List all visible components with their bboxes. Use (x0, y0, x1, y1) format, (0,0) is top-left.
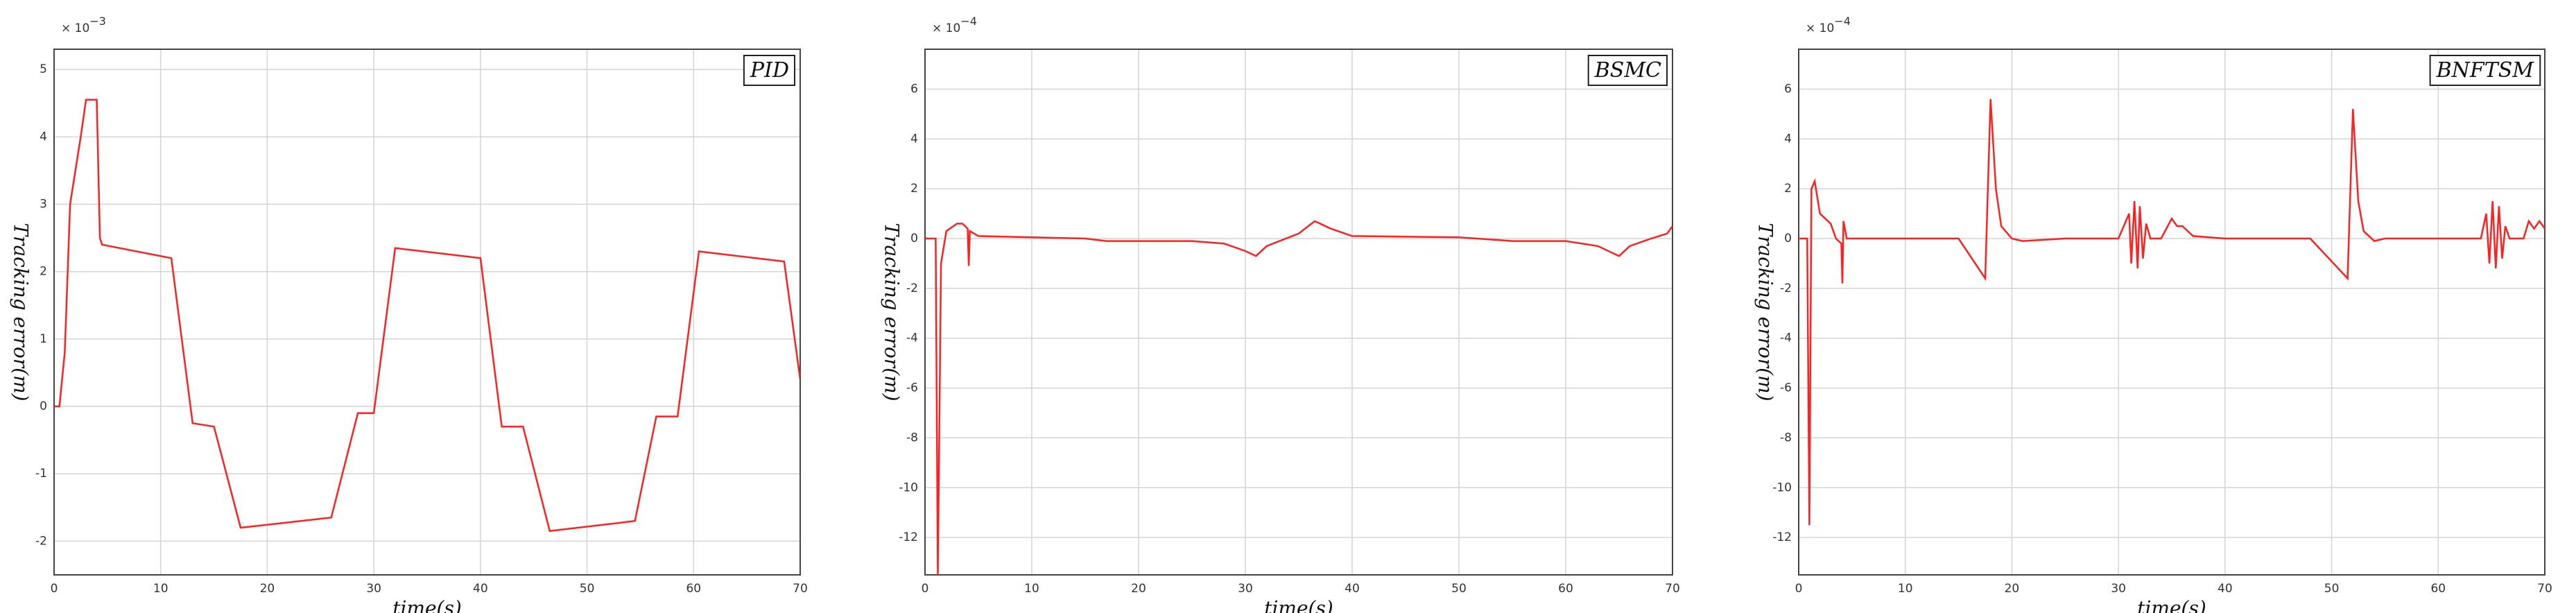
title-box (1587, 55, 1668, 86)
data-line (54, 98, 800, 533)
chart-title: BNFTSM (2436, 58, 2535, 83)
x-tick-label: 60 (2430, 582, 2446, 596)
x-tick-label: 30 (2111, 582, 2126, 596)
x-axis-label: time(s) (2137, 597, 2206, 613)
x-tick-label: 10 (1024, 582, 1039, 596)
y-tick-label: -4 (1780, 331, 1792, 345)
multiplier-exponent: −4 (1834, 15, 1851, 28)
x-tick-label: 0 (51, 582, 58, 596)
y-tick-label: -2 (35, 534, 47, 548)
y-tick-label: 2 (1784, 182, 1792, 196)
x-tick-label: 50 (2324, 582, 2340, 596)
y-tick-label: 4 (910, 132, 918, 146)
y-tick-label: -2 (1780, 282, 1792, 295)
x-tick-label: 70 (1665, 582, 1680, 596)
y-tick-label: 3 (40, 198, 47, 211)
y-tick-label: -4 (906, 331, 918, 345)
x-axis-label: time(s) (1264, 597, 1333, 613)
y-tick-label: -2 (906, 282, 918, 295)
multiplier-base: × 10 (932, 21, 960, 35)
y-tick-label: -8 (1780, 431, 1792, 444)
multiplier-exponent: −3 (89, 15, 106, 28)
x-tick-label: 10 (153, 582, 168, 596)
y-tick-label: -10 (1772, 481, 1792, 494)
x-axis-label: time(s) (392, 597, 462, 613)
x-tick-label: 60 (1558, 582, 1573, 596)
x-tick-label: 50 (1451, 582, 1467, 596)
y-tick-label: 1 (40, 332, 47, 346)
x-tick-label: 10 (1898, 582, 1913, 596)
x-tick-label: 40 (1345, 582, 1360, 596)
y-tick-label: 4 (40, 130, 47, 144)
y-tick-label: 2 (910, 182, 918, 196)
axes-box (1798, 49, 2545, 576)
x-tick-label: 20 (1131, 582, 1146, 596)
multiplier-base: × 10 (61, 21, 89, 35)
y-tick-label: 2 (40, 265, 47, 279)
y-tick-label: -6 (1780, 381, 1792, 395)
y-tick-label: 0 (40, 399, 47, 413)
y-tick-label: 0 (1784, 232, 1792, 245)
y-multiplier: × 10−4 (1806, 15, 1851, 36)
data-line (925, 220, 1672, 575)
y-tick-label: 6 (1784, 82, 1792, 96)
y-axis-label: Tracking error(m) (881, 223, 904, 401)
data-line (1799, 98, 2545, 526)
title-box (2429, 55, 2541, 86)
chart-title: PID (750, 58, 789, 83)
y-axis-label: Tracking error(m) (1754, 223, 1777, 401)
multiplier-exponent: −4 (960, 15, 977, 28)
x-tick-label: 70 (793, 582, 808, 596)
y-tick-label: -12 (899, 530, 918, 544)
x-tick-label: 20 (2005, 582, 2020, 596)
chart-title: BSMC (1594, 58, 1661, 83)
axes-box (924, 49, 1673, 576)
y-multiplier: × 10−4 (932, 15, 977, 36)
x-tick-label: 60 (686, 582, 701, 596)
x-tick-label: 0 (922, 582, 929, 596)
y-multiplier: × 10−3 (61, 15, 106, 36)
axes-box (53, 49, 801, 576)
y-axis-label: Tracking error(m) (10, 223, 33, 401)
y-tick-label: 4 (1784, 132, 1792, 146)
x-tick-label: 50 (580, 582, 595, 596)
x-tick-label: 30 (1238, 582, 1253, 596)
x-tick-label: 0 (1795, 582, 1803, 596)
x-tick-label: 70 (2537, 582, 2552, 596)
y-tick-label: -1 (35, 467, 47, 481)
x-tick-label: 40 (2218, 582, 2233, 596)
x-tick-label: 30 (366, 582, 381, 596)
y-tick-label: -12 (1772, 530, 1792, 544)
multiplier-base: × 10 (1806, 21, 1834, 35)
y-tick-label: 5 (40, 62, 47, 76)
y-tick-label: -6 (906, 381, 918, 395)
y-tick-label: -10 (899, 481, 918, 494)
x-tick-label: 40 (473, 582, 488, 596)
y-tick-label: -8 (906, 431, 918, 444)
title-box (743, 55, 795, 86)
y-tick-label: 6 (910, 82, 918, 96)
x-tick-label: 20 (260, 582, 275, 596)
y-tick-label: 0 (910, 232, 918, 245)
